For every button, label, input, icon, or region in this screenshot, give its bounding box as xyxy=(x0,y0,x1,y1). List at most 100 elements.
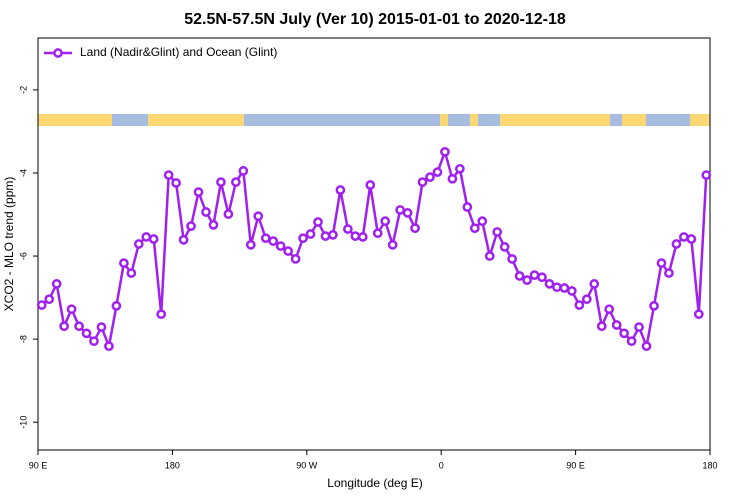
data-point xyxy=(447,173,458,184)
data-point xyxy=(611,320,622,330)
data-point xyxy=(156,309,167,320)
data-point xyxy=(567,286,577,296)
data-point xyxy=(537,272,547,283)
data-point xyxy=(522,275,532,285)
data-point xyxy=(529,270,540,280)
x-tick-label: 90 E xyxy=(566,460,585,470)
data-point xyxy=(395,205,405,215)
data-point xyxy=(74,321,84,332)
data-point xyxy=(432,167,443,177)
data-point xyxy=(387,239,398,250)
data-point xyxy=(238,166,249,176)
data-point xyxy=(201,207,211,217)
data-point xyxy=(664,268,674,278)
data-point xyxy=(380,216,391,227)
land xyxy=(440,114,448,126)
data-point xyxy=(298,233,308,244)
plot-frame xyxy=(37,37,711,451)
data-point xyxy=(36,300,47,310)
data-point xyxy=(656,258,667,268)
data-point xyxy=(133,239,144,249)
data-point xyxy=(44,294,55,305)
data-point xyxy=(350,231,361,241)
data-point xyxy=(178,234,189,245)
data-point xyxy=(455,163,465,174)
data-point xyxy=(559,283,570,293)
x-tick-label: 90 E xyxy=(29,460,48,470)
x-tick-label: 180 xyxy=(165,460,180,470)
data-point xyxy=(171,178,181,188)
land xyxy=(38,114,112,126)
data-point xyxy=(89,336,99,347)
data-point xyxy=(186,221,196,231)
data-point xyxy=(641,341,652,352)
data-point xyxy=(492,227,503,237)
x-tick-label: 0 xyxy=(439,460,444,470)
data-point xyxy=(365,180,376,190)
data-point xyxy=(343,224,353,234)
data-point xyxy=(462,202,473,212)
data-point xyxy=(686,234,697,244)
data-point xyxy=(231,177,241,187)
data-point xyxy=(552,282,562,293)
data-point xyxy=(51,279,62,289)
data-point xyxy=(81,328,92,339)
x-tick-label: 180 xyxy=(702,460,717,470)
data-point xyxy=(193,187,204,197)
data-point xyxy=(223,209,234,219)
data-point xyxy=(290,254,301,264)
data-point xyxy=(507,254,517,264)
legend-label: Land (Nadir&Glint) and Ocean (Glint) xyxy=(80,45,277,59)
data-point xyxy=(126,268,137,278)
data-point xyxy=(693,309,704,320)
data-point xyxy=(417,177,428,187)
data-point xyxy=(253,211,264,222)
land xyxy=(148,114,244,126)
data-point xyxy=(514,271,525,281)
data-point xyxy=(679,232,689,242)
data-point xyxy=(335,185,346,195)
x-tick-label: 90 W xyxy=(296,460,318,470)
data-point xyxy=(305,229,316,239)
data-point xyxy=(619,328,629,339)
data-point xyxy=(589,279,600,289)
y-axis-label: XCO2 - MLO trend (ppm) xyxy=(2,177,16,312)
data-point xyxy=(245,239,256,250)
data-point xyxy=(372,228,383,239)
data-point xyxy=(596,321,607,332)
data-point xyxy=(320,231,331,241)
data-point xyxy=(402,208,413,218)
data-point xyxy=(701,170,712,180)
data-point xyxy=(328,230,338,240)
data-point xyxy=(477,216,488,227)
data-point xyxy=(634,322,644,332)
data-point xyxy=(163,170,174,180)
data-point xyxy=(626,336,637,347)
data-point xyxy=(268,236,279,246)
chart-title: 52.5N-57.5N July (Ver 10) 2015-01-01 to … xyxy=(184,11,566,28)
data-point xyxy=(357,232,368,242)
data-point xyxy=(544,279,555,289)
data-point xyxy=(208,220,219,230)
data-line xyxy=(40,147,708,351)
y-tick-label: -4 xyxy=(18,169,28,177)
legend-marker xyxy=(53,48,63,58)
data-point xyxy=(499,242,510,252)
y-tick-label: -2 xyxy=(18,86,28,94)
land xyxy=(500,114,610,126)
y-tick-label: -10 xyxy=(18,416,28,429)
data-point xyxy=(96,322,107,332)
data-point xyxy=(275,241,286,251)
data-point xyxy=(440,146,450,157)
map-strip xyxy=(38,114,710,126)
data-point xyxy=(484,251,495,261)
y-tick-label: -6 xyxy=(18,252,28,260)
land xyxy=(690,114,710,126)
data-point xyxy=(425,172,435,182)
data-point xyxy=(260,233,271,244)
data-point xyxy=(581,294,592,305)
data-point xyxy=(216,177,226,187)
data-point xyxy=(469,223,480,234)
data-point xyxy=(141,232,152,242)
